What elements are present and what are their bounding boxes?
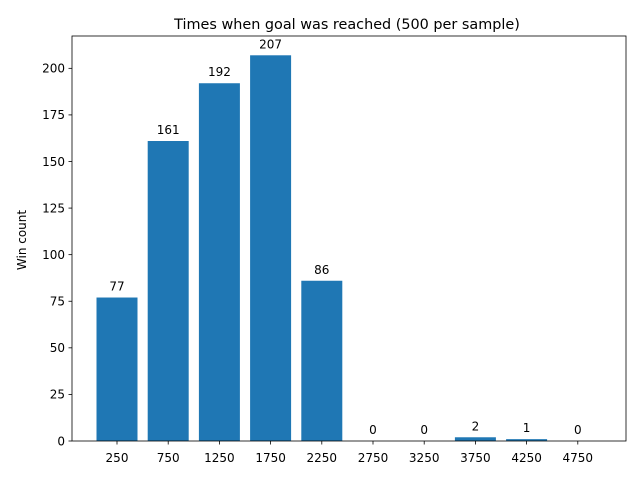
y-tick-label: 175	[42, 108, 65, 122]
data-label-1250: 192	[208, 65, 231, 79]
y-tick-label: 75	[50, 295, 65, 309]
y-tick-label: 0	[57, 434, 65, 448]
y-tick-label: 125	[42, 201, 65, 215]
y-tick-label: 150	[42, 155, 65, 169]
bar-1750	[250, 55, 292, 441]
data-label-3750: 2	[472, 419, 480, 433]
data-label-2250: 86	[314, 263, 329, 277]
x-tick-label: 1750	[255, 451, 286, 465]
plot-frame	[71, 35, 627, 442]
x-tick-label: 4750	[563, 451, 594, 465]
data-labels-group: 77 161 192 207 86 0 0 2 1 0	[109, 37, 581, 437]
bar-2250	[301, 280, 343, 441]
bar-3750	[454, 437, 496, 441]
bars-group	[96, 55, 548, 442]
x-tick-label: 3750	[460, 451, 491, 465]
data-label-1750: 207	[259, 37, 282, 51]
x-tick-label: 2750	[358, 451, 389, 465]
bar-4250	[506, 439, 548, 441]
y-tick-label: 100	[42, 248, 65, 262]
data-label-4250: 1	[523, 421, 531, 435]
data-label-750: 161	[157, 123, 180, 137]
data-label-4750: 0	[574, 423, 582, 437]
x-tick-label: 2250	[307, 451, 338, 465]
y-tick-label: 50	[50, 341, 65, 355]
x-tick-label: 4250	[511, 451, 542, 465]
bar-250	[96, 297, 138, 441]
data-label-250: 77	[109, 280, 124, 294]
y-tick-label: 200	[42, 62, 65, 76]
y-tick-label: 25	[50, 388, 65, 402]
bar-1250	[198, 83, 240, 442]
bar-750	[147, 141, 189, 441]
y-axis-label: Win count	[15, 210, 29, 271]
data-label-3250: 0	[420, 423, 428, 437]
x-tick-label: 750	[157, 451, 180, 465]
x-tick-label: 250	[106, 451, 129, 465]
x-tick-label: 1250	[204, 451, 235, 465]
x-tick-label: 3250	[409, 451, 440, 465]
chart-title: Times when goal was reached (500 per sam…	[173, 17, 520, 33]
data-label-2750: 0	[369, 423, 377, 437]
y-axis-ticks: 0 25 50 75 100 125 150 175 200	[42, 62, 72, 448]
x-axis-ticks: 250 750 1250 1750 2250 2750 3250 3750 4250 4750	[106, 441, 594, 465]
